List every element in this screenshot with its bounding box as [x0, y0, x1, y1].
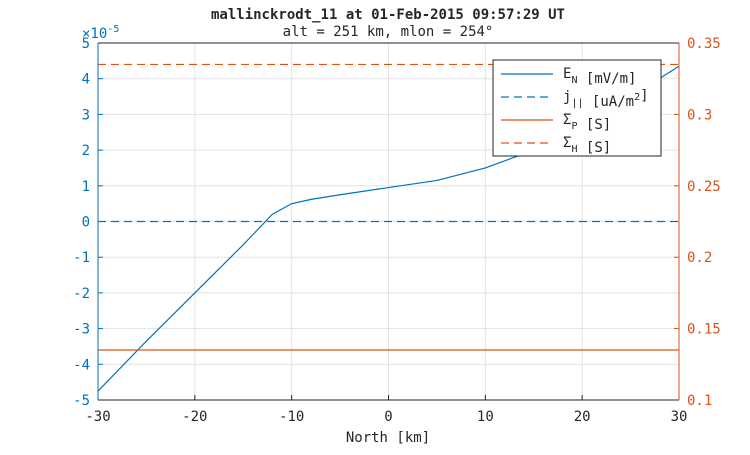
- y2-tick-label: 0.25: [687, 179, 721, 195]
- legend-text: [S]: [577, 117, 611, 133]
- y2-tick-label: 0.3: [687, 107, 712, 123]
- y-exponent: ×10-5: [82, 24, 119, 42]
- x-tick-label: -10: [279, 409, 304, 425]
- legend-text: Σ: [563, 112, 571, 128]
- x-axis-label: North [km]: [346, 430, 430, 446]
- x-tick-label: 10: [477, 409, 494, 425]
- y2-tick-label: 0.15: [687, 322, 721, 338]
- legend-sub: P: [571, 121, 577, 132]
- y-tick-label: 5: [82, 36, 90, 52]
- y-tick-label: -3: [73, 322, 90, 338]
- legend-sub: ||: [571, 98, 583, 109]
- y-tick-label: -1: [73, 250, 90, 266]
- legend-sub: N: [571, 75, 577, 86]
- y-exponent-base: ×10: [82, 26, 107, 42]
- chart-subtitle: alt = 251 km, mlon = 254°: [283, 24, 494, 40]
- y-tick-label: -2: [73, 286, 90, 302]
- x-tick-label: 30: [671, 409, 688, 425]
- y2-tick-label: 0.1: [687, 393, 712, 409]
- legend-label: j|| [uA/m2]: [563, 88, 649, 110]
- x-tick-label: 20: [574, 409, 591, 425]
- legend-sup: 2: [634, 92, 640, 103]
- y2-tick-label: 0.35: [687, 36, 721, 52]
- y-tick-label: -5: [73, 393, 90, 409]
- x-tick-label: -20: [182, 409, 207, 425]
- chart-title: mallinckrodt_11 at 01-Feb-2015 09:57:29 …: [211, 7, 565, 23]
- x-tick-label: 0: [384, 409, 392, 425]
- legend-text: [uA/m: [583, 94, 634, 110]
- legend-text: ]: [640, 88, 648, 104]
- legend-text: [mV/m]: [577, 71, 636, 87]
- legend-text: [S]: [577, 140, 611, 156]
- y-tick-label: 1: [82, 179, 90, 195]
- y-tick-label: 4: [82, 72, 90, 88]
- legend-label: EN [mV/m]: [563, 66, 636, 87]
- x-tick-label: -30: [85, 409, 110, 425]
- y-tick-label: 2: [82, 143, 90, 159]
- legend-label: ΣH [S]: [563, 135, 611, 156]
- legend-box: [492, 59, 662, 157]
- y-tick-label: 3: [82, 107, 90, 123]
- y-tick-label: -4: [73, 357, 90, 373]
- y2-tick-label: 0.2: [687, 250, 712, 266]
- legend-text: j: [563, 89, 571, 105]
- y-exponent-sup: -5: [107, 24, 119, 35]
- y-tick-label: 0: [82, 215, 90, 231]
- legend-sub: H: [571, 144, 577, 155]
- legend-text: Σ: [563, 135, 571, 151]
- legend-label: ΣP [S]: [563, 112, 611, 133]
- legend-text: E: [563, 66, 571, 82]
